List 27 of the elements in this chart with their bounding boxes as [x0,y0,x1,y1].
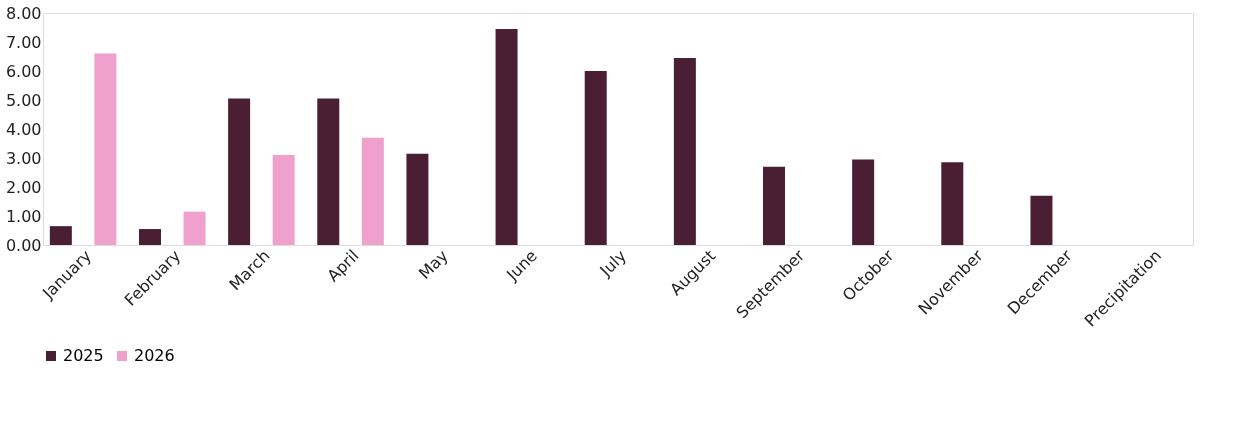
bar [852,159,875,245]
bar [673,57,696,245]
y-tick-label: 6.00 [5,61,42,81]
bar [763,166,786,245]
bar [317,98,340,245]
bar [94,53,117,245]
y-tick-label: 0.00 [5,235,42,255]
bar [941,162,964,245]
legend-label: 2025 [63,346,104,365]
y-tick-label: 8.00 [5,3,42,23]
bar [584,71,607,245]
bar [1030,195,1053,245]
bar [138,229,161,245]
bar [272,155,295,245]
y-tick-label: 3.00 [5,148,42,168]
bar [406,153,429,245]
legend-label: 2026 [134,346,175,365]
y-tick-label: 5.00 [5,90,42,110]
bar [495,28,518,245]
bar [49,226,72,245]
bar [228,98,251,245]
bar [183,211,206,245]
y-tick-label: 4.00 [5,119,42,139]
y-tick-label: 7.00 [5,32,42,52]
bar [361,137,384,245]
y-tick-label: 1.00 [5,206,42,226]
y-tick-label: 2.00 [5,177,42,197]
